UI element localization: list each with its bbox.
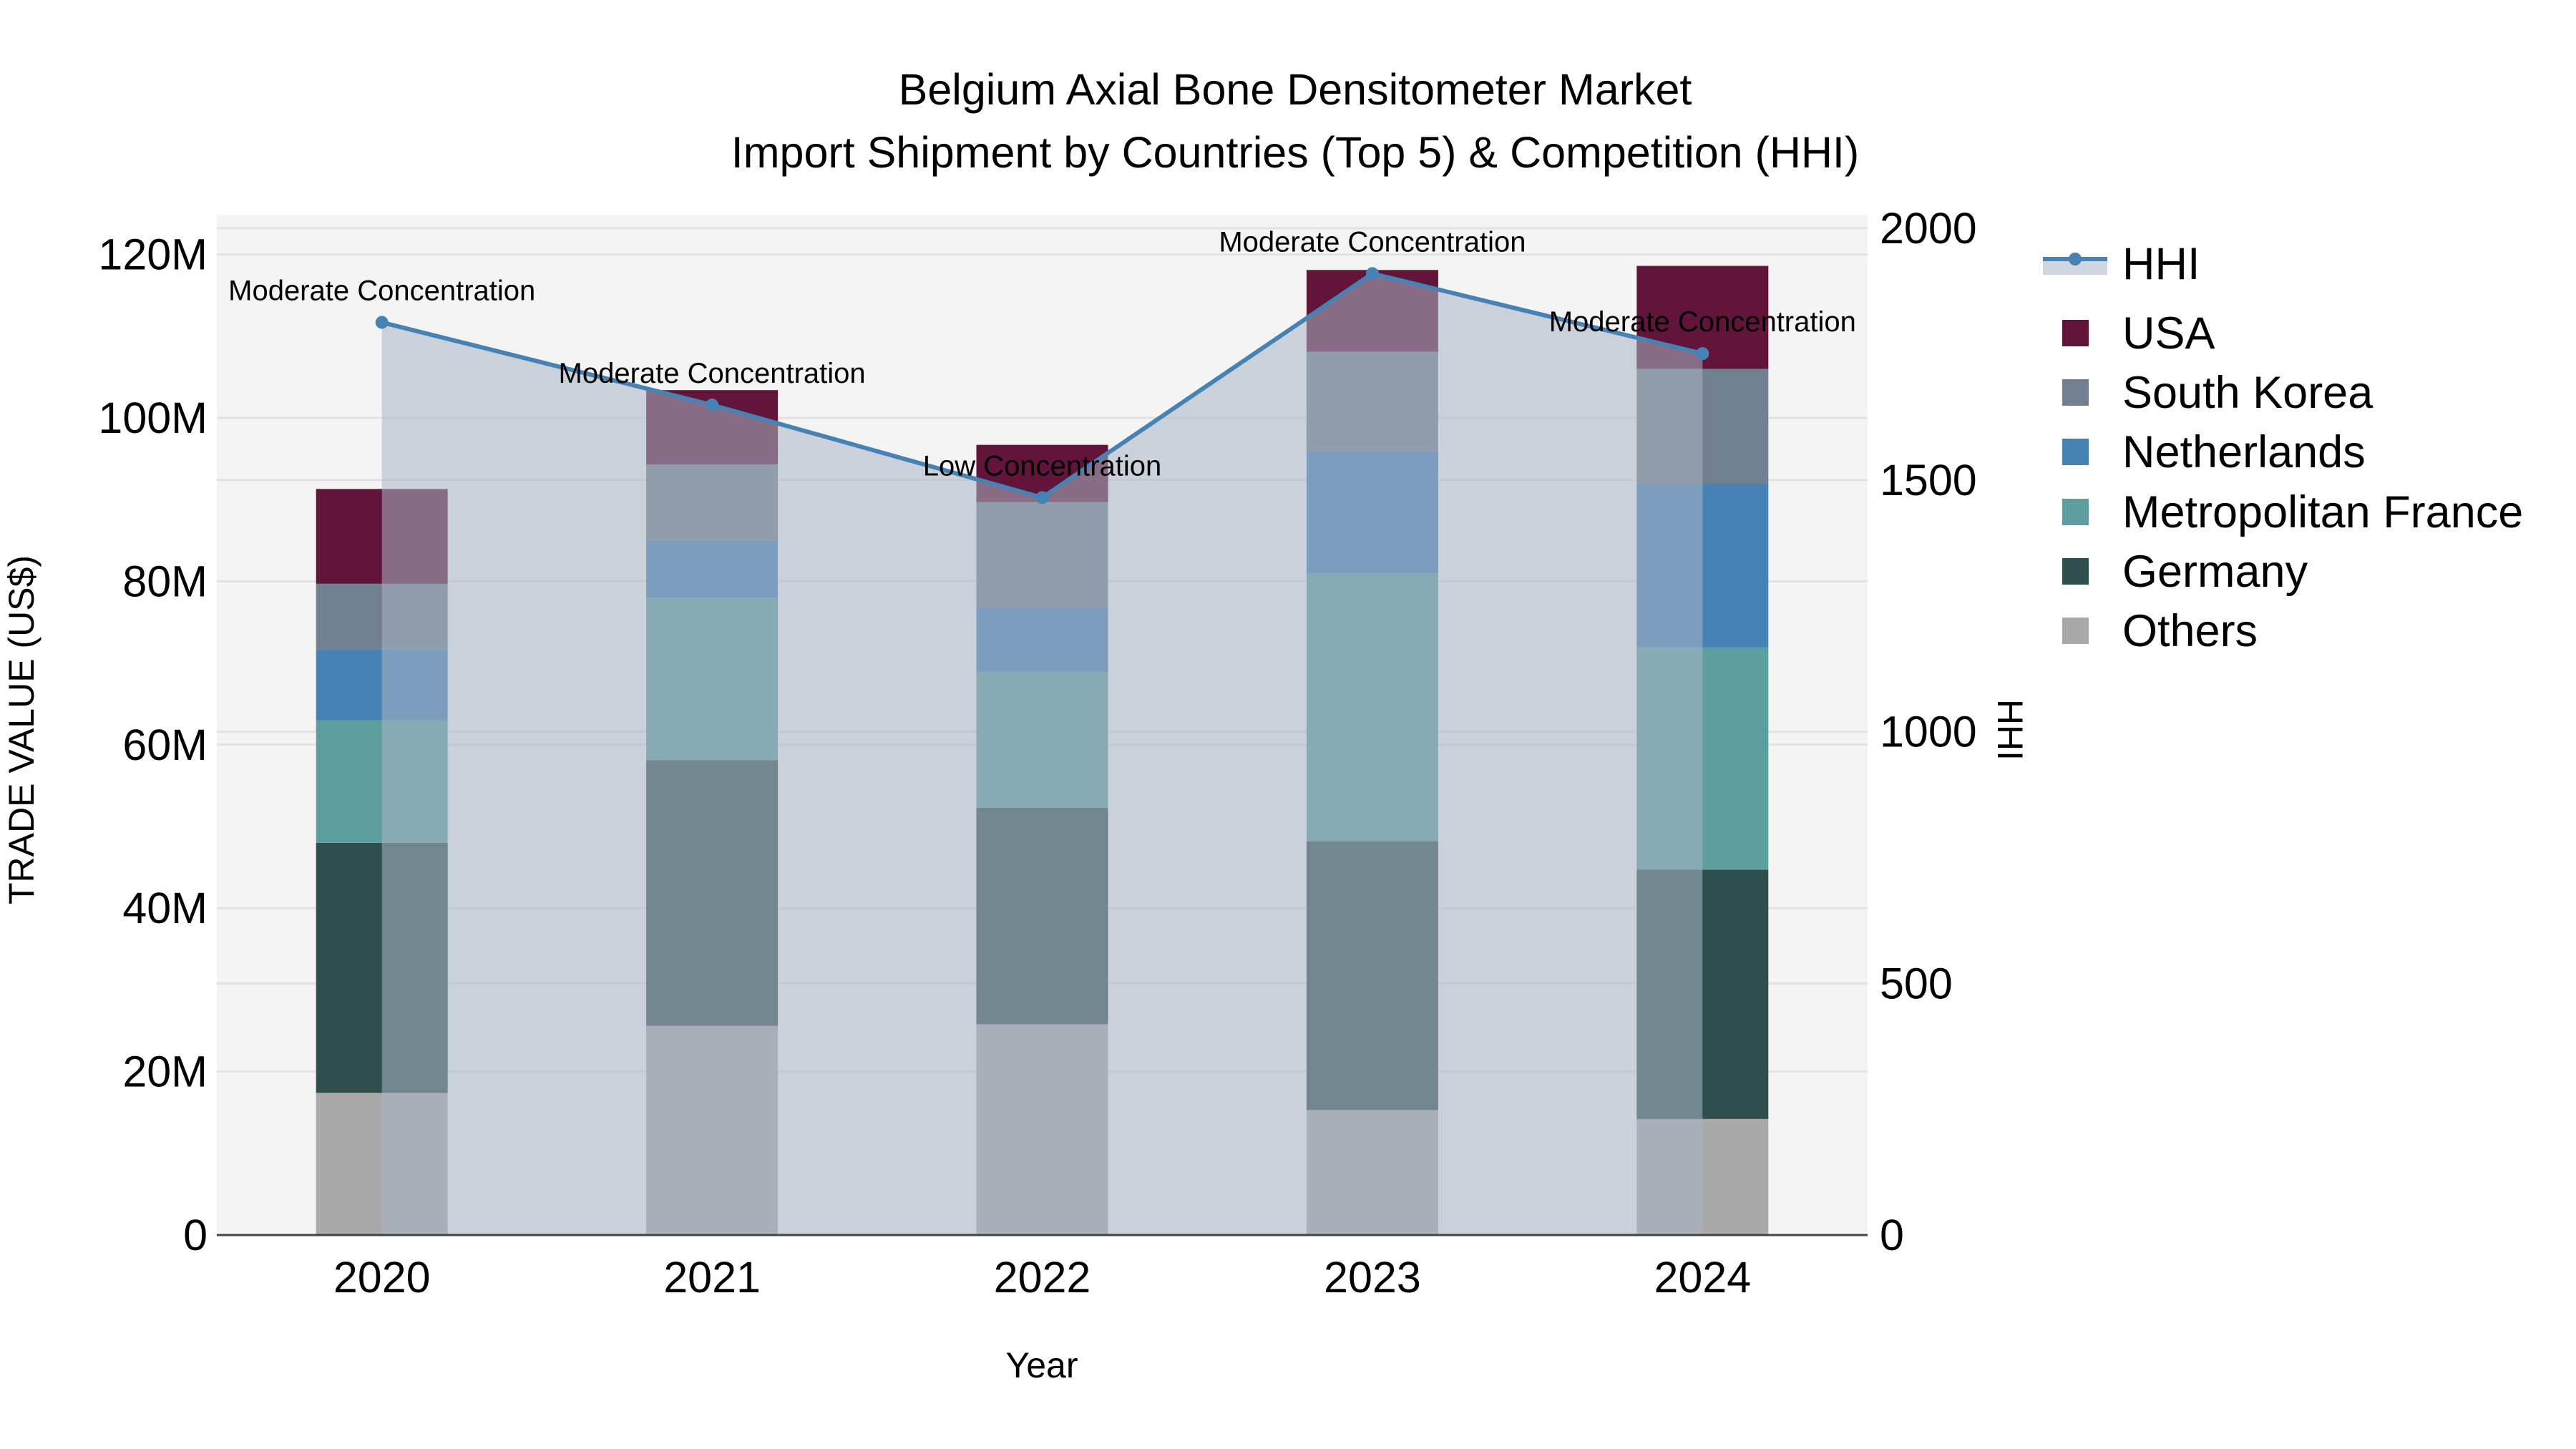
x-axis-title: Year — [1005, 1345, 1078, 1385]
hhi-marker[interactable] — [1696, 347, 1709, 361]
legend-area-swatch — [2043, 260, 2107, 275]
legend-label: HHI — [2122, 239, 2200, 289]
legend-label: Others — [2122, 606, 2258, 656]
legend-swatch-icon — [2062, 558, 2089, 585]
y-left-tick-label: 20M — [122, 1048, 208, 1096]
y-left-tick-label: 0 — [183, 1211, 208, 1259]
y-left-tick-label: 80M — [122, 557, 208, 605]
legend-label: Germany — [2122, 547, 2308, 597]
legend-item-hhi[interactable]: HHI — [2043, 239, 2200, 289]
hhi-annotation: Moderate Concentration — [228, 275, 535, 307]
y-left-tick-label: 60M — [122, 721, 208, 769]
legend-swatch-icon — [2062, 320, 2089, 346]
legend-item-metropolitan-france[interactable]: Metropolitan France — [2062, 487, 2523, 537]
legend: HHI USA South Korea Netherlands Metropolitan… — [2043, 239, 2523, 656]
chart-title-line1: Belgium Axial Bone Densitometer Market — [899, 65, 1692, 114]
hhi-annotation: Moderate Concentration — [559, 358, 866, 389]
hhi-annotations: Moderate Concentration Moderate Concentra… — [228, 226, 1856, 482]
y-right-tick-label: 1000 — [1880, 708, 1977, 756]
legend-label: USA — [2122, 308, 2215, 358]
legend-item-others[interactable]: Others — [2062, 606, 2258, 656]
y-left-tick-label: 120M — [98, 230, 208, 279]
legend-swatch-icon — [2062, 618, 2089, 644]
hhi-area — [381, 273, 1703, 1236]
legend-label: South Korea — [2122, 368, 2373, 418]
hhi-series — [375, 267, 1709, 1236]
legend-item-usa[interactable]: USA — [2062, 308, 2215, 358]
y-axis-right-title: HHI — [1990, 699, 2030, 761]
y-right-tick-label: 2000 — [1880, 204, 1977, 253]
x-tick-label: 2024 — [1654, 1253, 1751, 1302]
hhi-marker[interactable] — [375, 316, 389, 329]
y-right-tick-label: 1500 — [1880, 456, 1977, 504]
y-right-tick-label: 0 — [1880, 1211, 1904, 1259]
x-tick-label: 2021 — [663, 1253, 761, 1302]
hhi-marker[interactable] — [1365, 267, 1379, 280]
y-left-tick-label: 40M — [122, 884, 208, 932]
y-axis-left-title: TRADE VALUE (US$) — [1, 555, 42, 904]
x-tick-label: 2020 — [333, 1253, 431, 1302]
legend-swatch-icon — [2062, 439, 2089, 465]
hhi-annotation: Moderate Concentration — [1549, 306, 1856, 338]
legend-label: Metropolitan France — [2122, 487, 2523, 537]
x-tick-label: 2022 — [994, 1253, 1091, 1302]
legend-label: Netherlands — [2122, 427, 2366, 477]
legend-swatch-icon — [2062, 379, 2089, 406]
legend-swatch-icon — [2062, 499, 2089, 525]
hhi-marker[interactable] — [1035, 491, 1049, 504]
y-right-tick-label: 500 — [1880, 959, 1953, 1008]
x-tick-label: 2023 — [1324, 1253, 1421, 1302]
legend-item-south-korea[interactable]: South Korea — [2062, 368, 2373, 418]
y-left-tick-label: 100M — [98, 394, 208, 442]
hhi-annotation: Moderate Concentration — [1219, 226, 1526, 258]
axis-ticks: 0 20M 40M 60M 80M 100M 120M 0 500 1000 1500 2000 202… — [98, 204, 1976, 1302]
legend-marker-icon — [2069, 253, 2082, 265]
hhi-annotation: Low Concentration — [923, 450, 1162, 482]
hhi-marker[interactable] — [706, 398, 719, 411]
legend-item-netherlands[interactable]: Netherlands — [2062, 427, 2366, 477]
chart-title-line2: Import Shipment by Countries (Top 5) & C… — [731, 128, 1859, 177]
legend-item-germany[interactable]: Germany — [2062, 547, 2308, 597]
